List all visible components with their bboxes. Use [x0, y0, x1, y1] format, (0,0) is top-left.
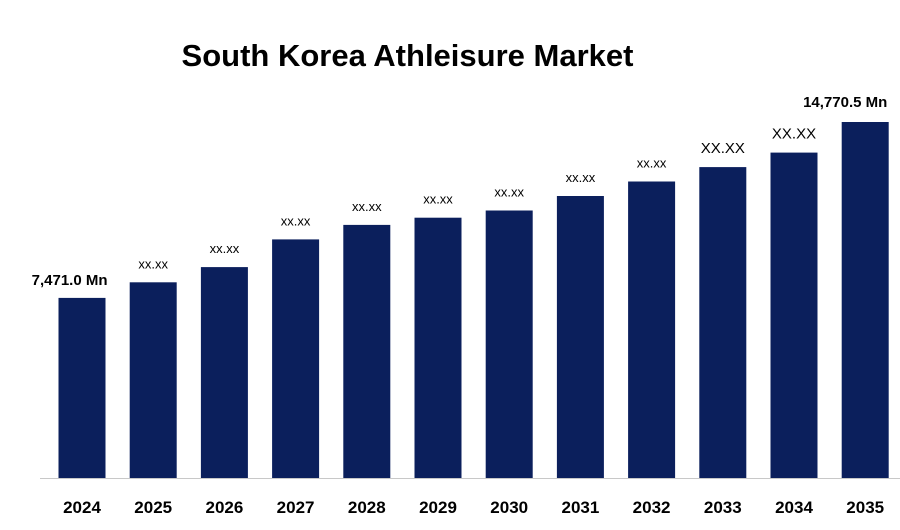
- data-label-2034: XX.XX: [772, 126, 816, 143]
- chart-title: South Korea Athleisure Market: [181, 38, 634, 73]
- x-tick-label-2032: 2032: [633, 498, 671, 517]
- x-tick-label-2030: 2030: [490, 498, 528, 517]
- bar-2034: [770, 152, 818, 478]
- bar-2028: [343, 224, 391, 478]
- x-tick-label-2033: 2033: [704, 498, 742, 517]
- data-label-2035: 14,770.5 Mn: [803, 94, 887, 111]
- bar-2031: [556, 196, 604, 478]
- data-label-2026: xx.xx: [210, 241, 240, 256]
- x-tick-label-2026: 2026: [205, 498, 243, 517]
- x-tick-label-2027: 2027: [277, 498, 315, 517]
- bar-2033: [699, 167, 747, 478]
- data-label-2029: xx.xx: [423, 192, 453, 207]
- bar-2026: [200, 267, 248, 478]
- data-label-2033: XX.XX: [701, 140, 745, 157]
- data-label-2030: xx.xx: [494, 185, 524, 200]
- x-tick-label-2031: 2031: [561, 498, 599, 517]
- x-tick-label-2024: 2024: [63, 498, 101, 517]
- data-label-2031: xx.xx: [566, 170, 596, 185]
- bar-2032: [628, 181, 676, 478]
- x-tick-label-2025: 2025: [134, 498, 172, 517]
- x-tick-label-2029: 2029: [419, 498, 457, 517]
- data-label-2028: xx.xx: [352, 199, 382, 214]
- data-label-2024: 7,471.0 Mn: [32, 272, 108, 289]
- x-tick-label-2028: 2028: [348, 498, 386, 517]
- data-label-2025: xx.xx: [138, 256, 168, 271]
- bar-2035: [841, 122, 889, 478]
- bar-2027: [272, 239, 320, 478]
- bar-2029: [414, 217, 462, 478]
- x-tick-label-2034: 2034: [775, 498, 813, 517]
- x-tick-label-2035: 2035: [846, 498, 884, 517]
- data-label-2032: xx.xx: [637, 156, 667, 171]
- bar-2024: [58, 297, 106, 478]
- data-label-2027: xx.xx: [281, 213, 311, 228]
- bar-2030: [485, 210, 533, 478]
- bar-2025: [129, 282, 177, 478]
